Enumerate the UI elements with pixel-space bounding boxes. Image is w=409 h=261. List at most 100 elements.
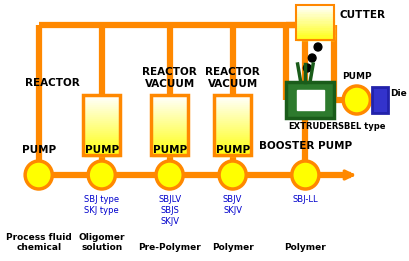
Bar [84, 139, 119, 141]
Bar [152, 105, 187, 108]
Bar [84, 149, 119, 151]
Circle shape [342, 86, 369, 114]
Bar [152, 117, 187, 120]
Bar [152, 111, 187, 114]
Bar [84, 143, 119, 145]
Bar [296, 10, 333, 13]
Bar [152, 145, 187, 147]
Text: PUMP: PUMP [152, 145, 186, 155]
Bar [152, 99, 187, 102]
Bar [84, 115, 119, 117]
Bar [83, 95, 120, 155]
Circle shape [303, 64, 310, 72]
Text: BOOSTER PUMP: BOOSTER PUMP [258, 141, 351, 151]
Bar [84, 97, 119, 99]
Bar [84, 105, 119, 108]
Bar [296, 14, 333, 17]
Bar [215, 143, 249, 145]
Bar [152, 147, 187, 150]
Text: Polymer: Polymer [211, 243, 253, 252]
Bar [215, 97, 249, 99]
Bar [152, 153, 187, 156]
Text: Oligomer
solution: Oligomer solution [78, 233, 125, 252]
Bar [214, 95, 250, 155]
Circle shape [156, 161, 183, 189]
Bar [296, 24, 333, 27]
Bar [84, 151, 119, 153]
Text: SBJV
SKJV: SBJV SKJV [222, 195, 242, 215]
Bar [84, 107, 119, 110]
Bar [152, 135, 187, 138]
Bar [215, 141, 249, 144]
Bar [152, 109, 187, 111]
Bar [152, 139, 187, 141]
Bar [84, 135, 119, 138]
Bar [84, 127, 119, 129]
Bar [296, 7, 333, 10]
Text: PUMP: PUMP [85, 145, 119, 155]
Bar [295, 5, 334, 40]
Bar [215, 153, 249, 156]
Bar [215, 131, 249, 133]
Bar [215, 109, 249, 111]
Bar [296, 26, 333, 29]
Bar [84, 99, 119, 102]
Bar [215, 145, 249, 147]
Bar [84, 123, 119, 126]
Bar [84, 121, 119, 123]
Bar [152, 123, 187, 126]
Bar [296, 17, 333, 20]
Circle shape [88, 161, 115, 189]
Bar [215, 113, 249, 116]
Bar [296, 31, 333, 33]
Text: Polymer: Polymer [284, 243, 326, 252]
Text: CUTTER: CUTTER [339, 10, 384, 21]
Text: PUMP: PUMP [215, 145, 249, 155]
Text: REACTOR: REACTOR [205, 67, 259, 77]
Bar [152, 103, 187, 105]
Bar [296, 33, 333, 36]
Bar [215, 103, 249, 105]
Bar [296, 19, 333, 22]
Bar [151, 95, 188, 155]
Bar [84, 119, 119, 122]
Bar [215, 101, 249, 104]
Bar [296, 12, 333, 15]
Bar [296, 38, 333, 40]
Text: SBJLV
SBJS
SKJV: SBJLV SBJS SKJV [158, 195, 181, 226]
Bar [152, 113, 187, 116]
Bar [152, 119, 187, 122]
Bar [215, 139, 249, 141]
Bar [215, 119, 249, 122]
Bar [152, 121, 187, 123]
Circle shape [308, 54, 315, 62]
Bar [152, 127, 187, 129]
Bar [215, 129, 249, 132]
Bar [84, 109, 119, 111]
Bar [152, 95, 187, 98]
Bar [152, 133, 187, 135]
Text: Die: Die [389, 89, 405, 98]
Bar [84, 147, 119, 150]
Bar [215, 121, 249, 123]
Bar [152, 129, 187, 132]
Bar [84, 153, 119, 156]
Bar [285, 82, 334, 118]
Bar [215, 105, 249, 108]
Bar [84, 103, 119, 105]
Text: SBJ-LL: SBJ-LL [292, 195, 317, 204]
Text: PUMP: PUMP [22, 145, 56, 155]
Bar [296, 21, 333, 24]
Bar [215, 147, 249, 150]
Text: EXTRUDER: EXTRUDER [287, 122, 337, 131]
Bar [152, 125, 187, 128]
Text: REACTOR: REACTOR [25, 78, 79, 88]
Circle shape [25, 161, 52, 189]
Text: Process fluid
chemical: Process fluid chemical [6, 233, 72, 252]
Bar [215, 115, 249, 117]
Bar [84, 95, 119, 98]
Bar [215, 99, 249, 102]
Bar [84, 145, 119, 147]
Bar [215, 137, 249, 139]
Bar [152, 151, 187, 153]
